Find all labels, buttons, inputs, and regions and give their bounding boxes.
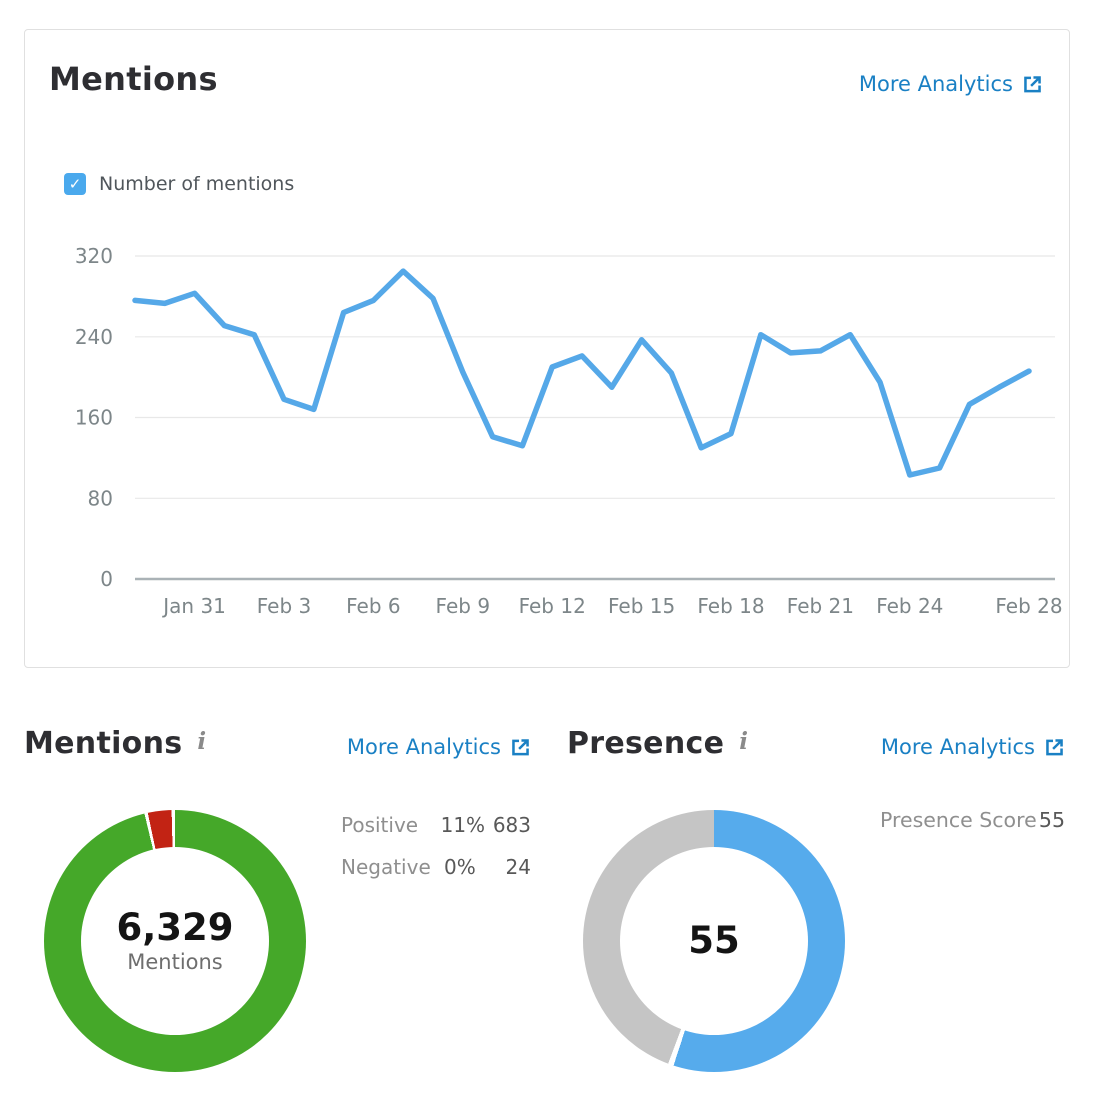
presence-score-value: 55 (1038, 808, 1065, 832)
mentions-donut-chart: 6,329 Mentions (44, 810, 306, 1072)
info-icon[interactable]: i (739, 728, 748, 755)
mentions-summary-title: Mentions (24, 726, 183, 761)
card-title: Mentions (49, 60, 218, 98)
positive-stat-row: Positive 11% 683 (341, 804, 531, 846)
stat-percent: 0% (444, 855, 476, 879)
external-link-icon (512, 738, 529, 755)
mentions-total-label: Mentions (127, 949, 223, 974)
svg-text:Feb 15: Feb 15 (608, 594, 675, 618)
external-link-icon (1046, 738, 1063, 755)
mentions-total: 6,329 (116, 906, 234, 950)
presence-score-center: 55 (688, 918, 740, 962)
check-glyph: ✓ (68, 174, 82, 193)
more-analytics-link-mentions[interactable]: More Analytics (347, 735, 531, 759)
svg-text:Feb 24: Feb 24 (876, 594, 943, 618)
stat-label: Positive (341, 813, 419, 837)
svg-text:240: 240 (75, 325, 113, 349)
stat-count: 24 (505, 855, 531, 879)
mentions-summary-section: Mentions i More Analytics 6,329 Mentions… (24, 726, 531, 1072)
sentiment-stats: Positive 11% 683 Negative 0% 24 (341, 804, 531, 888)
svg-text:Feb 12: Feb 12 (519, 594, 586, 618)
more-analytics-label: More Analytics (346, 735, 501, 759)
svg-text:Feb 3: Feb 3 (257, 594, 312, 618)
svg-text:Feb 28: Feb 28 (995, 594, 1062, 618)
stat-percent: 11% (440, 813, 486, 837)
number-of-mentions-checkbox[interactable]: ✓ Number of mentions (64, 173, 294, 195)
presence-summary-section: Presence i More Analytics 55 Presence Sc… (567, 726, 1065, 1072)
more-analytics-link-presence[interactable]: More Analytics (881, 735, 1065, 759)
donut-center: 6,329 Mentions (81, 847, 269, 1035)
presence-score-row: Presence Score 55 (880, 808, 1065, 832)
negative-stat-row: Negative 0% 24 (341, 846, 531, 888)
mentions-line-chart: 0 80 160 240 320 Jan 31 Feb 3 Feb 6 Feb 9 Feb 12 F… (75, 244, 1063, 618)
svg-text:Jan 31: Jan 31 (161, 594, 226, 618)
presence-summary-title: Presence (567, 726, 725, 761)
presence-score-label: Presence Score (880, 808, 1037, 832)
donut-center: 55 (620, 847, 808, 1035)
legend-label: Number of mentions (99, 173, 295, 195)
external-link-icon (1024, 75, 1041, 92)
svg-text:Feb 21: Feb 21 (787, 594, 854, 618)
svg-text:80: 80 (88, 486, 113, 510)
svg-text:Feb 9: Feb 9 (436, 594, 491, 618)
more-analytics-label: More Analytics (880, 735, 1035, 759)
svg-text:Feb 18: Feb 18 (697, 594, 764, 618)
presence-donut-chart: 55 (583, 810, 845, 1072)
stat-count: 683 (492, 813, 531, 837)
mentions-chart-card: Mentions More Analytics ✓ Number of ment… (24, 29, 1070, 668)
info-icon[interactable]: i (197, 728, 207, 755)
checkbox-checked-icon[interactable]: ✓ (64, 173, 86, 195)
more-analytics-label: More Analytics (858, 72, 1013, 96)
svg-text:Feb 6: Feb 6 (346, 594, 401, 618)
more-analytics-link-top[interactable]: More Analytics (859, 72, 1043, 96)
stat-label: Negative (341, 855, 431, 879)
svg-text:320: 320 (75, 244, 113, 268)
svg-text:160: 160 (75, 406, 113, 430)
svg-text:0: 0 (100, 567, 113, 591)
